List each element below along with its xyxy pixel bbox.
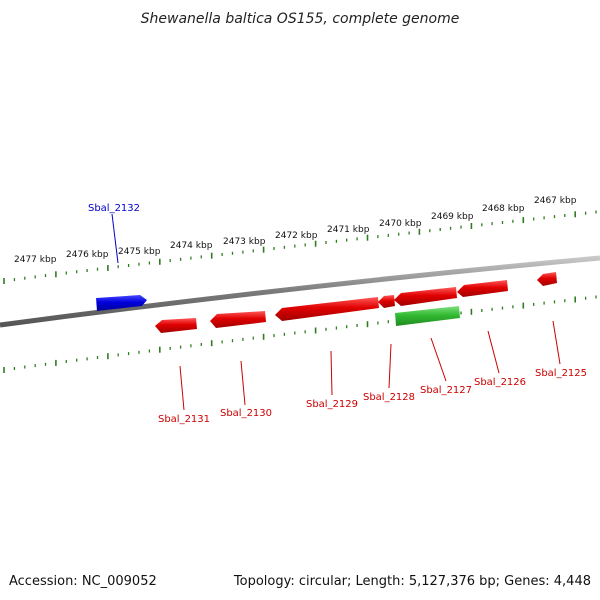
gene-label-sbal-2130[interactable]: Sbal_2130 [220,408,272,419]
leader-line-sbal-2126 [487,330,500,374]
leader-line-sbal-2129 [330,350,333,396]
genome-backbone [0,255,600,328]
kbp-label: 2476 kbp [66,250,109,260]
kbp-label: 2472 kbp [275,231,318,241]
kbp-label: 2474 kbp [170,241,213,251]
gene-sbal-2132-arrow[interactable] [96,295,147,311]
genome-title: Shewanella baltica OS155, complete genom… [141,11,460,27]
lower-tick-track [3,295,597,373]
gene-label-sbal-2126[interactable]: Sbal_2126 [474,377,526,388]
gene-label-sbal-2128[interactable]: Sbal_2128 [363,392,415,403]
highlight-feature[interactable] [395,306,460,326]
leader-line-sbal-2127 [430,337,447,382]
kbp-label: 2468 kbp [482,204,525,214]
gene-sbal-2127-arrow[interactable] [394,287,457,306]
kbp-label: 2471 kbp [327,225,370,235]
kbp-label: 2473 kbp [223,237,266,247]
gene-sbal-2126-arrow[interactable] [457,280,508,297]
gene-label-sbal-2131[interactable]: Sbal_2131 [158,414,210,425]
kbp-label: 2467 kbp [534,196,577,206]
gene-labels: Sbal_2132 Sbal_2131 Sbal_2130 Sbal_2129 … [88,203,587,425]
kbp-label: 2477 kbp [14,255,57,265]
gene-sbal-2130-arrow[interactable] [210,311,266,328]
gene-label-sbal-2132[interactable]: Sbal_2132 [88,203,140,214]
gene-label-sbal-2127[interactable]: Sbal_2127 [420,385,472,396]
gene-features [96,272,557,333]
gene-sbal-2128-arrow[interactable] [378,295,395,308]
kbp-label: 2470 kbp [379,219,422,229]
leader-line-sbal-2131 [179,365,185,411]
gene-sbal-2131-arrow[interactable] [155,318,197,333]
gene-label-sbal-2125[interactable]: Sbal_2125 [535,368,587,379]
leader-line-sbal-2128 [388,343,392,389]
upper-tick-track [3,210,597,284]
leader-line-sbal-2132 [111,213,119,264]
leader-line-sbal-2125 [552,320,561,365]
gene-sbal-2129-arrow[interactable] [275,297,379,321]
gene-leader-lines [111,213,561,411]
genome-stats-text: Topology: circular; Length: 5,127,376 bp… [233,574,591,589]
kbp-labels: 2477 kbp 2476 kbp 2475 kbp 2474 kbp 2473… [14,196,577,265]
accession-text: Accession: NC_009052 [9,574,157,589]
kbp-label: 2475 kbp [118,247,161,257]
gene-sbal-2125-arrow[interactable] [537,272,557,286]
gene-label-sbal-2129[interactable]: Sbal_2129 [306,399,358,410]
kbp-label: 2469 kbp [431,212,474,222]
leader-line-sbal-2130 [240,360,246,406]
